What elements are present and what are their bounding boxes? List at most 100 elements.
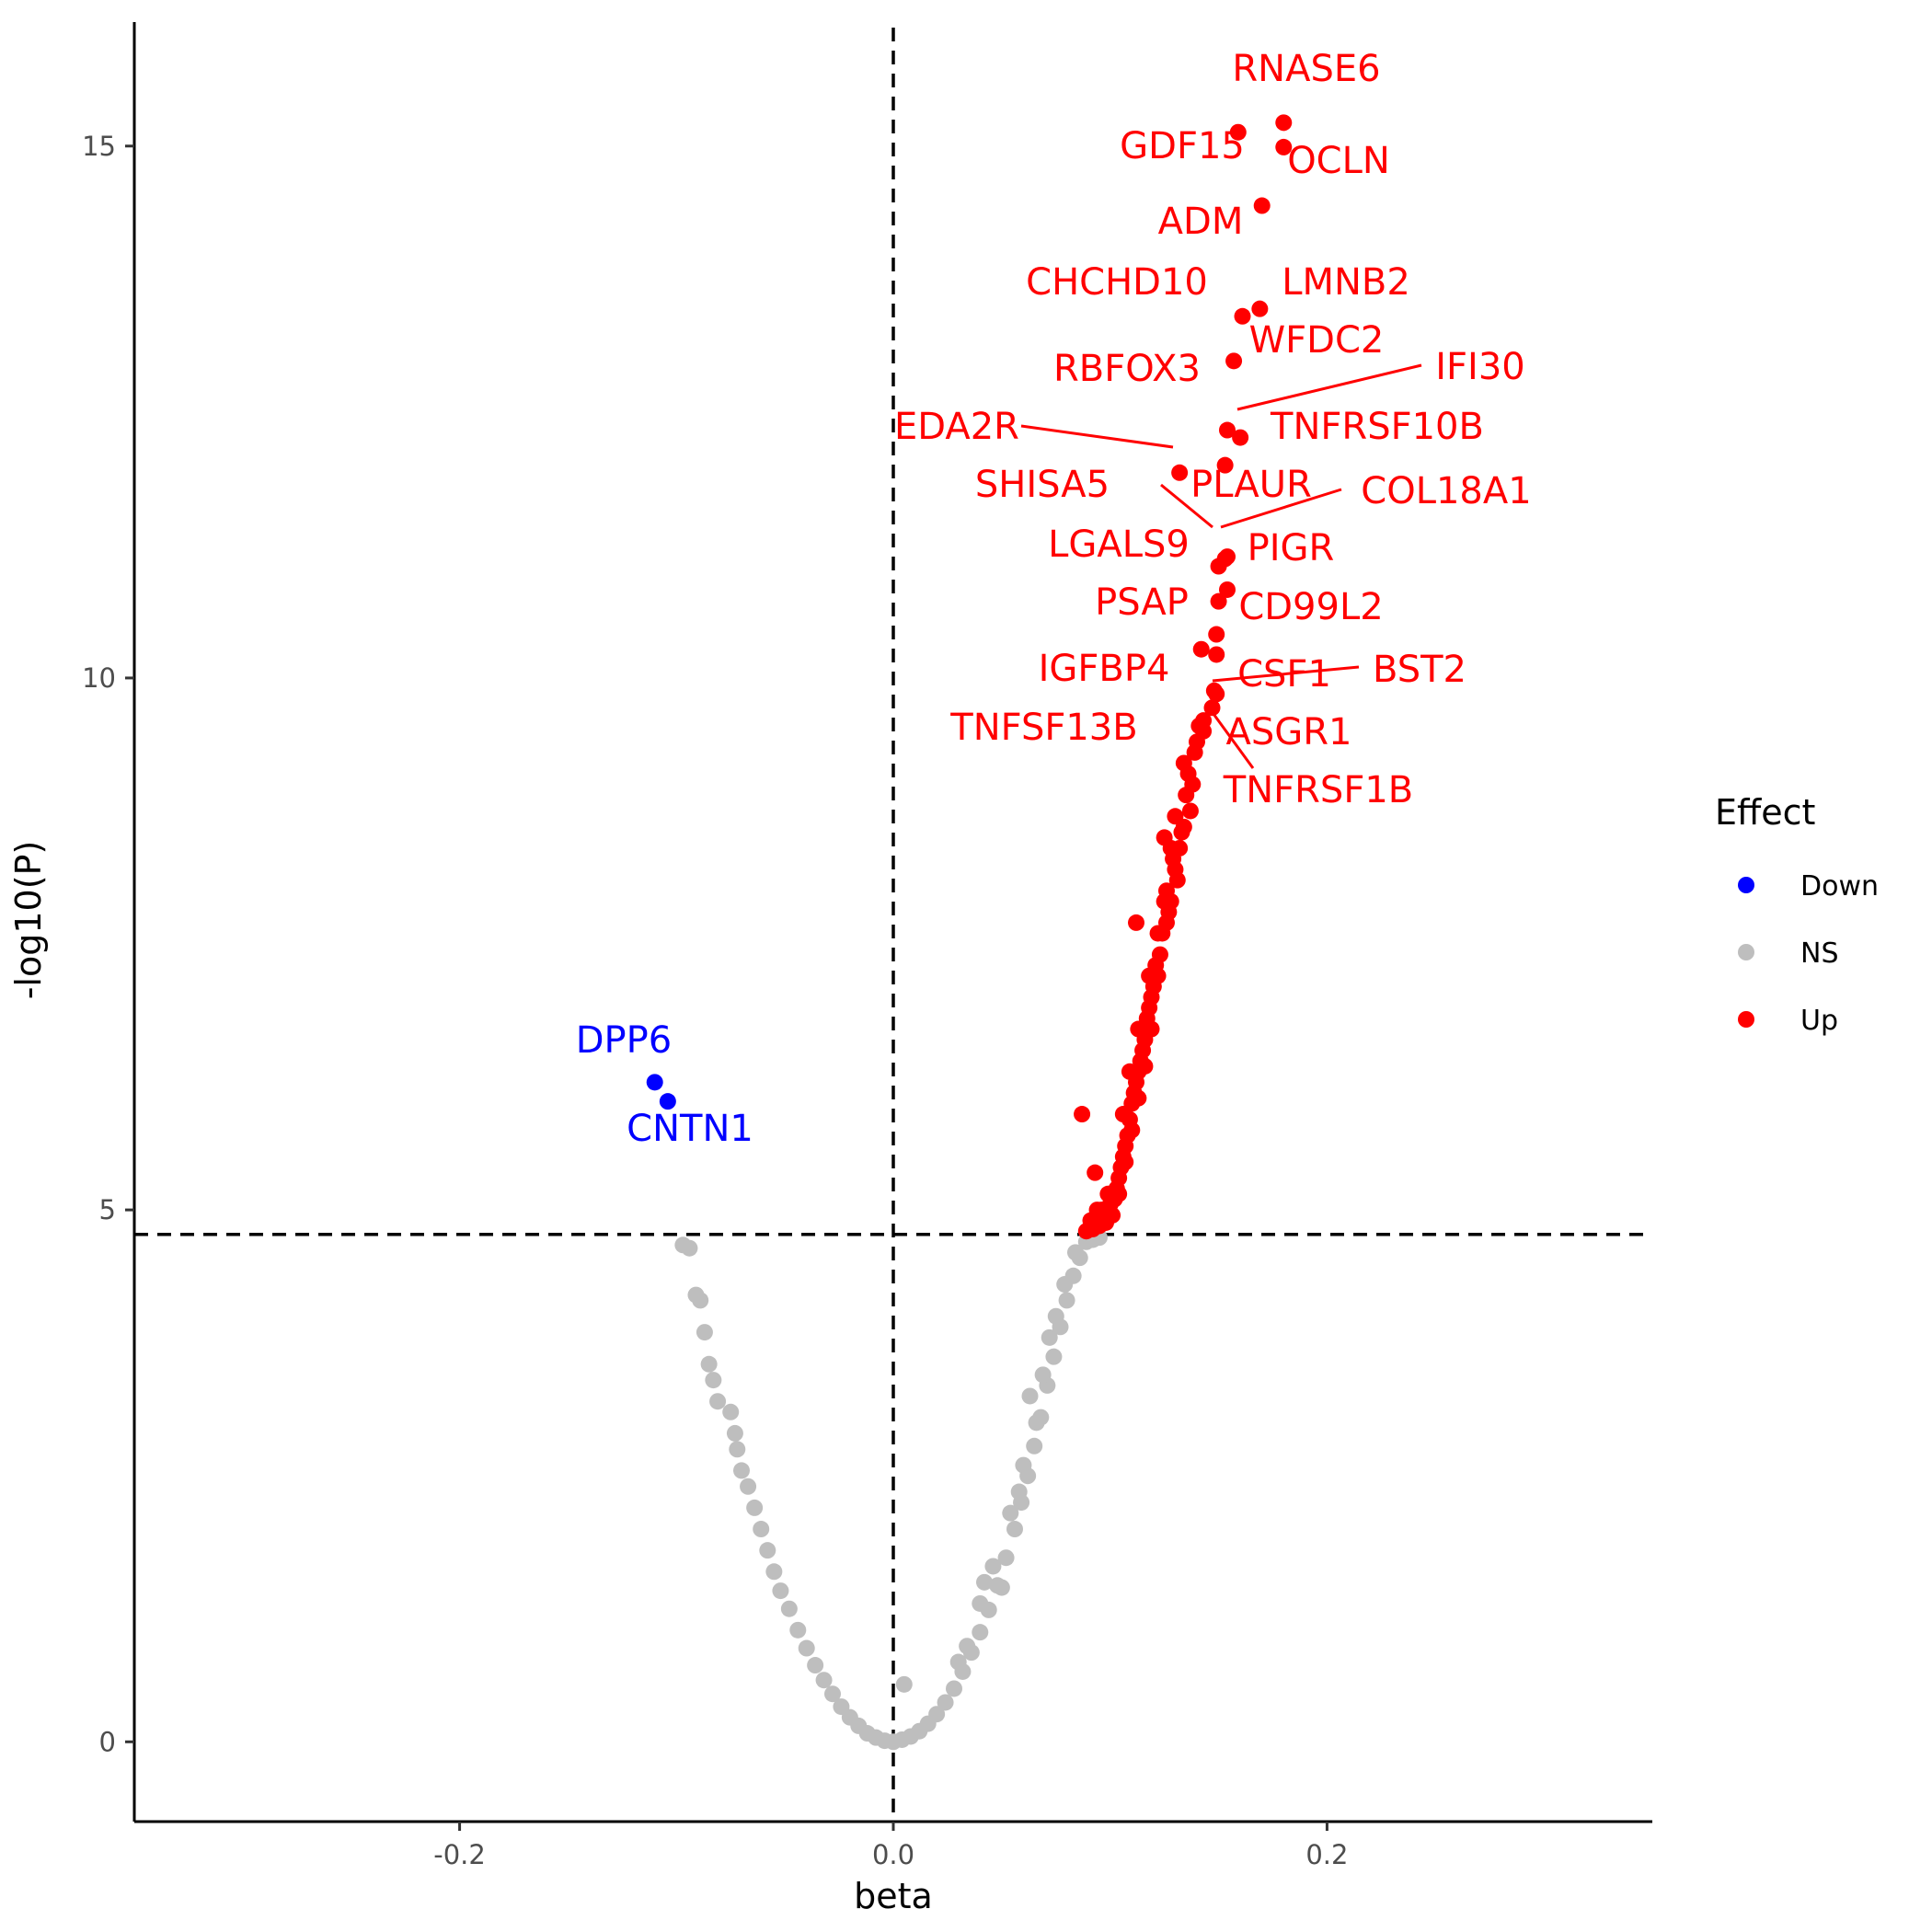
- up-point-col18a1: [1216, 550, 1234, 568]
- up-point-psap: [1192, 640, 1210, 658]
- ns-point: [962, 1644, 980, 1662]
- up-point-ifi30: [1232, 429, 1249, 446]
- connector-eda2r: [1020, 424, 1174, 449]
- ns-point: [740, 1478, 757, 1495]
- legend-label-down: Down: [1800, 870, 1879, 903]
- ns-point: [1010, 1483, 1028, 1501]
- gene-labels: RNASE6 GDF15 OCLN ADM LMNB2 CHCHD10 WFDC2 RBFOX…: [576, 48, 1532, 1150]
- connector-col18a1: [1220, 488, 1342, 529]
- gene-label-shisa5: SHISA5: [975, 464, 1110, 506]
- y-tick-label: 15: [82, 131, 116, 162]
- up-point: [1121, 1063, 1138, 1080]
- up-point-chchd10: [1234, 307, 1251, 325]
- up-point: [1141, 999, 1158, 1017]
- ns-point: [729, 1441, 746, 1458]
- up-point: [1082, 1212, 1099, 1229]
- gene-label-gdf15: GDF15: [1120, 125, 1245, 167]
- label-connectors: [1020, 363, 1422, 769]
- gene-label-chchd10: CHCHD10: [1026, 261, 1208, 304]
- x-tick-label: 0.2: [1305, 1839, 1348, 1870]
- gene-label-asgr1: ASGR1: [1226, 711, 1352, 753]
- up-point: [1168, 871, 1186, 889]
- ns-point: [824, 1685, 841, 1703]
- up-point: [1151, 946, 1168, 963]
- up-point: [1134, 1041, 1152, 1059]
- ns-point: [976, 1573, 993, 1591]
- up-point-bst2: [1208, 685, 1225, 703]
- connector-bst2: [1212, 665, 1360, 683]
- gene-label-psap: PSAP: [1095, 581, 1189, 624]
- ns-point: [692, 1292, 709, 1309]
- gene-label-rbfox3: RBFOX3: [1053, 348, 1201, 390]
- up-point: [1123, 1121, 1141, 1139]
- ns-point: [700, 1355, 718, 1373]
- gene-label-tnfrsf1b: TNFRSF1B: [1223, 769, 1413, 811]
- x-axis-title: beta: [854, 1876, 933, 1916]
- x-tick-label: 0.0: [872, 1839, 914, 1870]
- up-point-lmnb2: [1251, 300, 1269, 317]
- y-axis-title: -log10(P): [8, 841, 49, 1000]
- ns-point: [696, 1324, 713, 1341]
- up-point: [1114, 1106, 1132, 1123]
- up-point-rbfox3: [1219, 421, 1236, 439]
- ns-point: [972, 1624, 989, 1641]
- ns-point: [1002, 1504, 1019, 1522]
- up-point-eda2r: [1171, 464, 1189, 481]
- ns-point: [807, 1657, 824, 1674]
- ns-point: [1058, 1292, 1075, 1309]
- ns-point: [949, 1653, 967, 1671]
- ns-point: [733, 1462, 750, 1479]
- ns-point: [993, 1579, 1010, 1596]
- gene-label-eda2r: EDA2R: [894, 406, 1019, 448]
- ns-point: [1021, 1387, 1039, 1405]
- connector-tnfrsf1b: [1204, 703, 1255, 769]
- up-point: [1117, 1154, 1134, 1171]
- ns-point: [772, 1582, 789, 1600]
- up-point-cd99l2: [1208, 626, 1225, 643]
- ns-point: [1026, 1437, 1043, 1455]
- gene-label-bst2: BST2: [1373, 649, 1466, 691]
- ns-point: [1056, 1276, 1074, 1294]
- ns-point: [1034, 1366, 1052, 1384]
- y-tick-label: 5: [99, 1194, 116, 1225]
- up-point: [1173, 823, 1190, 841]
- gene-label-plaur: PLAUR: [1190, 464, 1312, 506]
- down-point-dpp6: [646, 1074, 663, 1091]
- down-point-cntn1: [659, 1093, 676, 1110]
- ns-point: [937, 1694, 954, 1711]
- gene-label-tnfrsf10b: TNFRSF10B: [1270, 406, 1484, 448]
- up-point: [1149, 925, 1167, 942]
- up-point-tnfrsf1b: [1195, 722, 1213, 740]
- y-tick-label: 0: [99, 1726, 116, 1757]
- ns-point: [984, 1558, 1002, 1575]
- ns-point: [709, 1393, 727, 1410]
- up-point: [1087, 1164, 1104, 1181]
- up-point-adm: [1253, 197, 1271, 214]
- ns-point: [815, 1672, 833, 1689]
- up-point: [1156, 892, 1173, 910]
- ns-point: [895, 1675, 913, 1693]
- ns-point: [681, 1239, 698, 1257]
- gene-label-lmnb2: LMNB2: [1282, 261, 1410, 304]
- up-point: [1167, 808, 1184, 825]
- up-point: [1175, 754, 1192, 772]
- ns-point: [765, 1563, 783, 1581]
- ns-point: [789, 1621, 807, 1639]
- ns-point: [928, 1706, 946, 1723]
- ns-point: [1067, 1244, 1084, 1261]
- up-point: [1143, 1020, 1160, 1038]
- up-point: [1162, 839, 1179, 857]
- up-point-pigr: [1219, 581, 1236, 598]
- ns-point: [705, 1372, 722, 1389]
- ns-point: [1047, 1307, 1064, 1325]
- axes: -0.2 0.0 0.2 0 5 10 15: [82, 22, 1652, 1870]
- legend: Effect Down NS Up: [1715, 792, 1879, 1037]
- data-points: [646, 114, 1293, 1751]
- up-point: [1178, 787, 1195, 804]
- up-point-lgals9: [1210, 592, 1227, 610]
- reference-lines: [134, 28, 1652, 1822]
- up-point-tnfrsf10b: [1216, 456, 1234, 474]
- up-point: [1128, 914, 1144, 931]
- ns-point: [753, 1521, 770, 1538]
